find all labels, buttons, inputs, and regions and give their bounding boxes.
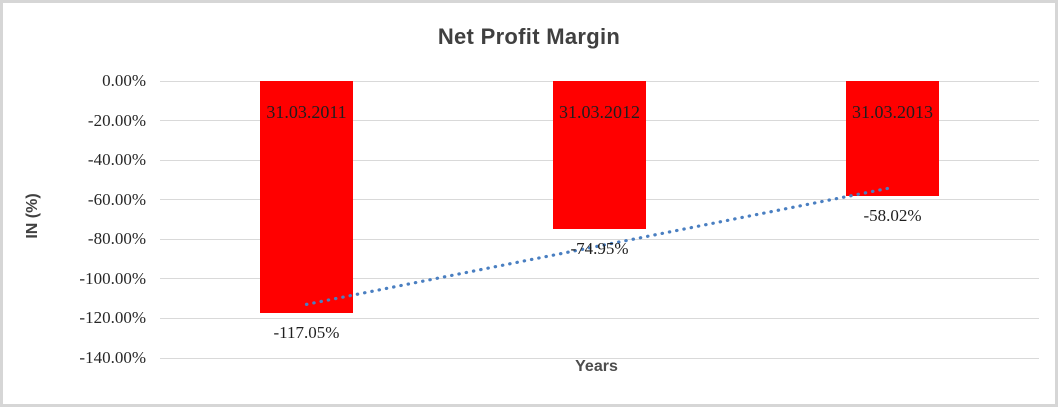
- bar-category-label: 31.03.2012: [559, 102, 640, 122]
- y-axis-tick-label: -60.00%: [87, 189, 146, 209]
- x-axis-title: Years: [575, 358, 618, 375]
- chart-title: Net Profit Margin: [437, 24, 621, 49]
- y-axis-tick-label: -40.00%: [87, 150, 146, 170]
- bar-category-label: 31.03.2011: [266, 102, 347, 122]
- y-axis-tick-label: -100.00%: [79, 268, 146, 288]
- y-axis-tick-label: -20.00%: [87, 110, 146, 130]
- gridline: [160, 317, 1039, 319]
- bar-value-label: -58.02%: [863, 205, 922, 225]
- y-axis-tick-label: -120.00%: [79, 308, 146, 328]
- y-axis-tick-label: -140.00%: [79, 348, 146, 367]
- y-axis-tick-label: -80.00%: [87, 229, 146, 249]
- bar-category-label: 31.03.2013: [852, 102, 933, 122]
- bar-value-label: -117.05%: [273, 322, 340, 342]
- gridline: [160, 357, 1039, 359]
- bar-31.03.2013[interactable]: [846, 81, 939, 196]
- bar-value-label: -74.95%: [570, 239, 629, 259]
- y-axis-tick-label: 0.00%: [102, 71, 146, 90]
